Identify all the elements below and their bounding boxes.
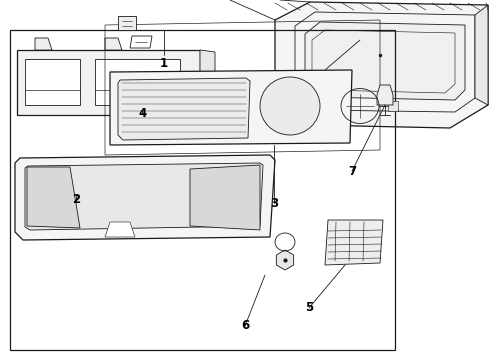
- Polygon shape: [275, 2, 488, 128]
- Bar: [388, 101, 398, 111]
- Polygon shape: [305, 22, 465, 100]
- Bar: [25, 59, 80, 105]
- Text: 4: 4: [138, 107, 146, 120]
- Polygon shape: [118, 78, 250, 140]
- Polygon shape: [325, 220, 383, 265]
- Text: 5: 5: [305, 301, 313, 314]
- Polygon shape: [276, 250, 294, 270]
- Polygon shape: [377, 85, 393, 105]
- Text: 6: 6: [241, 319, 249, 332]
- Bar: [10, 30, 395, 350]
- Polygon shape: [15, 155, 275, 240]
- Polygon shape: [475, 5, 488, 105]
- Polygon shape: [105, 38, 122, 50]
- Polygon shape: [25, 163, 263, 230]
- Text: 2: 2: [72, 193, 80, 206]
- Text: 7: 7: [349, 165, 357, 177]
- Text: 1: 1: [160, 57, 168, 69]
- Polygon shape: [200, 50, 215, 115]
- Bar: [95, 59, 180, 105]
- Polygon shape: [105, 222, 135, 237]
- Polygon shape: [27, 167, 80, 228]
- Polygon shape: [17, 50, 200, 115]
- Polygon shape: [118, 16, 136, 30]
- Polygon shape: [190, 165, 260, 230]
- Ellipse shape: [260, 77, 320, 135]
- Text: 3: 3: [270, 197, 278, 210]
- Polygon shape: [35, 38, 52, 50]
- Polygon shape: [110, 70, 352, 145]
